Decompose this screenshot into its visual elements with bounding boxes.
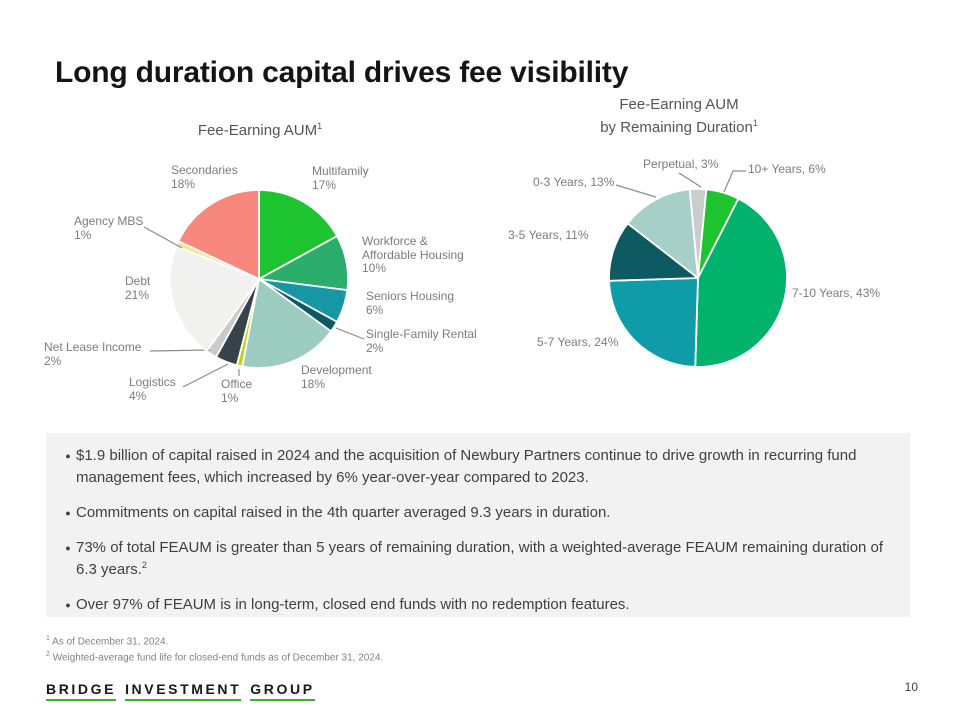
bullet-icon: ● xyxy=(65,451,71,461)
pie-label-perpetual: Perpetual, 3% xyxy=(643,157,719,171)
bullet-icon: ● xyxy=(65,600,71,610)
bullet-icon: ● xyxy=(65,543,71,553)
pie-label-net-lease-income: Net Lease Income 2% xyxy=(44,340,142,368)
pie-label-workforce-affordable-housing: Workforce & Affordable Housing 10% xyxy=(362,234,464,275)
pie-slice-0-3-years xyxy=(626,188,699,279)
pie-label-5-7-years: 5-7 Years, 24% xyxy=(537,335,619,349)
pie-label-debt: Debt 21% xyxy=(125,274,151,302)
pie-label-10-years: 10+ Years, 6% xyxy=(748,162,826,176)
footnote-text: As of December 31, 2024. xyxy=(52,636,169,648)
left-chart-title: Fee-Earning AUM1 xyxy=(160,117,360,140)
left-chart-title-footnote-marker: 1 xyxy=(317,121,323,131)
pie-label-7-10-years: 7-10 Years, 43% xyxy=(792,286,881,300)
pie-slice-multifamily xyxy=(258,189,338,280)
highlights-box: ● $1.9 billion of capital raised in 2024… xyxy=(46,433,910,617)
footnote-text: Weighted-average fund life for closed-en… xyxy=(52,652,384,664)
bullet-text: $1.9 billion of capital raised in 2024 a… xyxy=(76,447,857,486)
logo-word: BRIDGE xyxy=(46,681,117,701)
company-logo: BRIDGE INVESTMENT GROUP xyxy=(46,681,324,701)
pie-slice-debt xyxy=(169,245,260,352)
footnote-line: 2 Weighted-average fund life for closed-… xyxy=(46,648,383,664)
page-number: 10 xyxy=(904,680,918,694)
pie-label-agency-mbs: Agency MBS 1% xyxy=(74,214,144,242)
pie-label-secondaries: Secondaries 18% xyxy=(171,163,238,191)
pie-slice-development xyxy=(241,278,332,369)
bullet-icon: ● xyxy=(65,508,71,518)
right-chart-title: Fee-Earning AUM by Remaining Duration1 xyxy=(563,95,795,137)
logo-word: INVESTMENT xyxy=(125,681,242,701)
pie-label-office: Office 1% xyxy=(221,377,253,405)
pie-label-single-family-rental: Single-Family Rental 2% xyxy=(366,327,477,355)
pie-label-logistics: Logistics 4% xyxy=(129,375,176,403)
footnote-marker: 2 xyxy=(46,651,50,659)
bullet-item: ● Commitments on capital raised in the 4… xyxy=(60,502,890,524)
leader-line-agency-mbs xyxy=(143,226,183,249)
leader-line-0-3-years xyxy=(615,184,657,198)
bullet-list: ● $1.9 billion of capital raised in 2024… xyxy=(46,433,910,616)
leader-line-net-lease-income xyxy=(149,349,211,352)
pie-label-multifamily: Multifamily 17% xyxy=(312,164,369,192)
pie-slice-7-10-years xyxy=(694,197,788,368)
left-chart-title-text: Fee-Earning AUM xyxy=(197,122,318,139)
bullet-item: ● 73% of total FEAUM is greater than 5 y… xyxy=(60,537,890,581)
right-chart-title-text: Fee-Earning AUM by Remaining Duration xyxy=(600,96,753,136)
footnote-marker: 1 xyxy=(46,635,50,642)
leader-line-perpetual xyxy=(678,172,702,188)
leader-line-logistics xyxy=(182,363,229,388)
leader-line-10-years xyxy=(723,170,746,193)
pie-label-development: Development 18% xyxy=(301,363,372,391)
footnote-line: 1 As of December 31, 2024. xyxy=(46,632,383,648)
pie-slice-5-7-years xyxy=(608,277,699,368)
pie-charts-svg xyxy=(143,170,788,388)
page-title: Long duration capital drives fee visibil… xyxy=(55,56,629,90)
footnotes: 1 As of December 31, 2024. 2 Weighted-av… xyxy=(46,632,383,665)
pie-label-seniors-housing: Seniors Housing 6% xyxy=(366,289,455,317)
bullet-footnote-marker: 2 xyxy=(141,560,147,570)
bullet-item: ● Over 97% of FEAUM is in long-term, clo… xyxy=(60,594,890,616)
pie-label-0-3-years: 0-3 Years, 13% xyxy=(533,175,615,189)
bullet-item: ● $1.9 billion of capital raised in 2024… xyxy=(60,445,890,489)
bullet-text: 73% of total FEAUM is greater than 5 yea… xyxy=(76,539,884,578)
bullet-text: Commitments on capital raised in the 4th… xyxy=(76,504,611,521)
pie-slice-secondaries xyxy=(177,189,260,280)
pie-label-3-5-years: 3-5 Years, 11% xyxy=(508,228,589,242)
leader-line-single-family-rental xyxy=(335,327,365,340)
logo-word: GROUP xyxy=(250,681,315,701)
bullet-text: Over 97% of FEAUM is in long-term, close… xyxy=(76,596,630,613)
right-chart-title-footnote-marker: 1 xyxy=(752,118,758,128)
